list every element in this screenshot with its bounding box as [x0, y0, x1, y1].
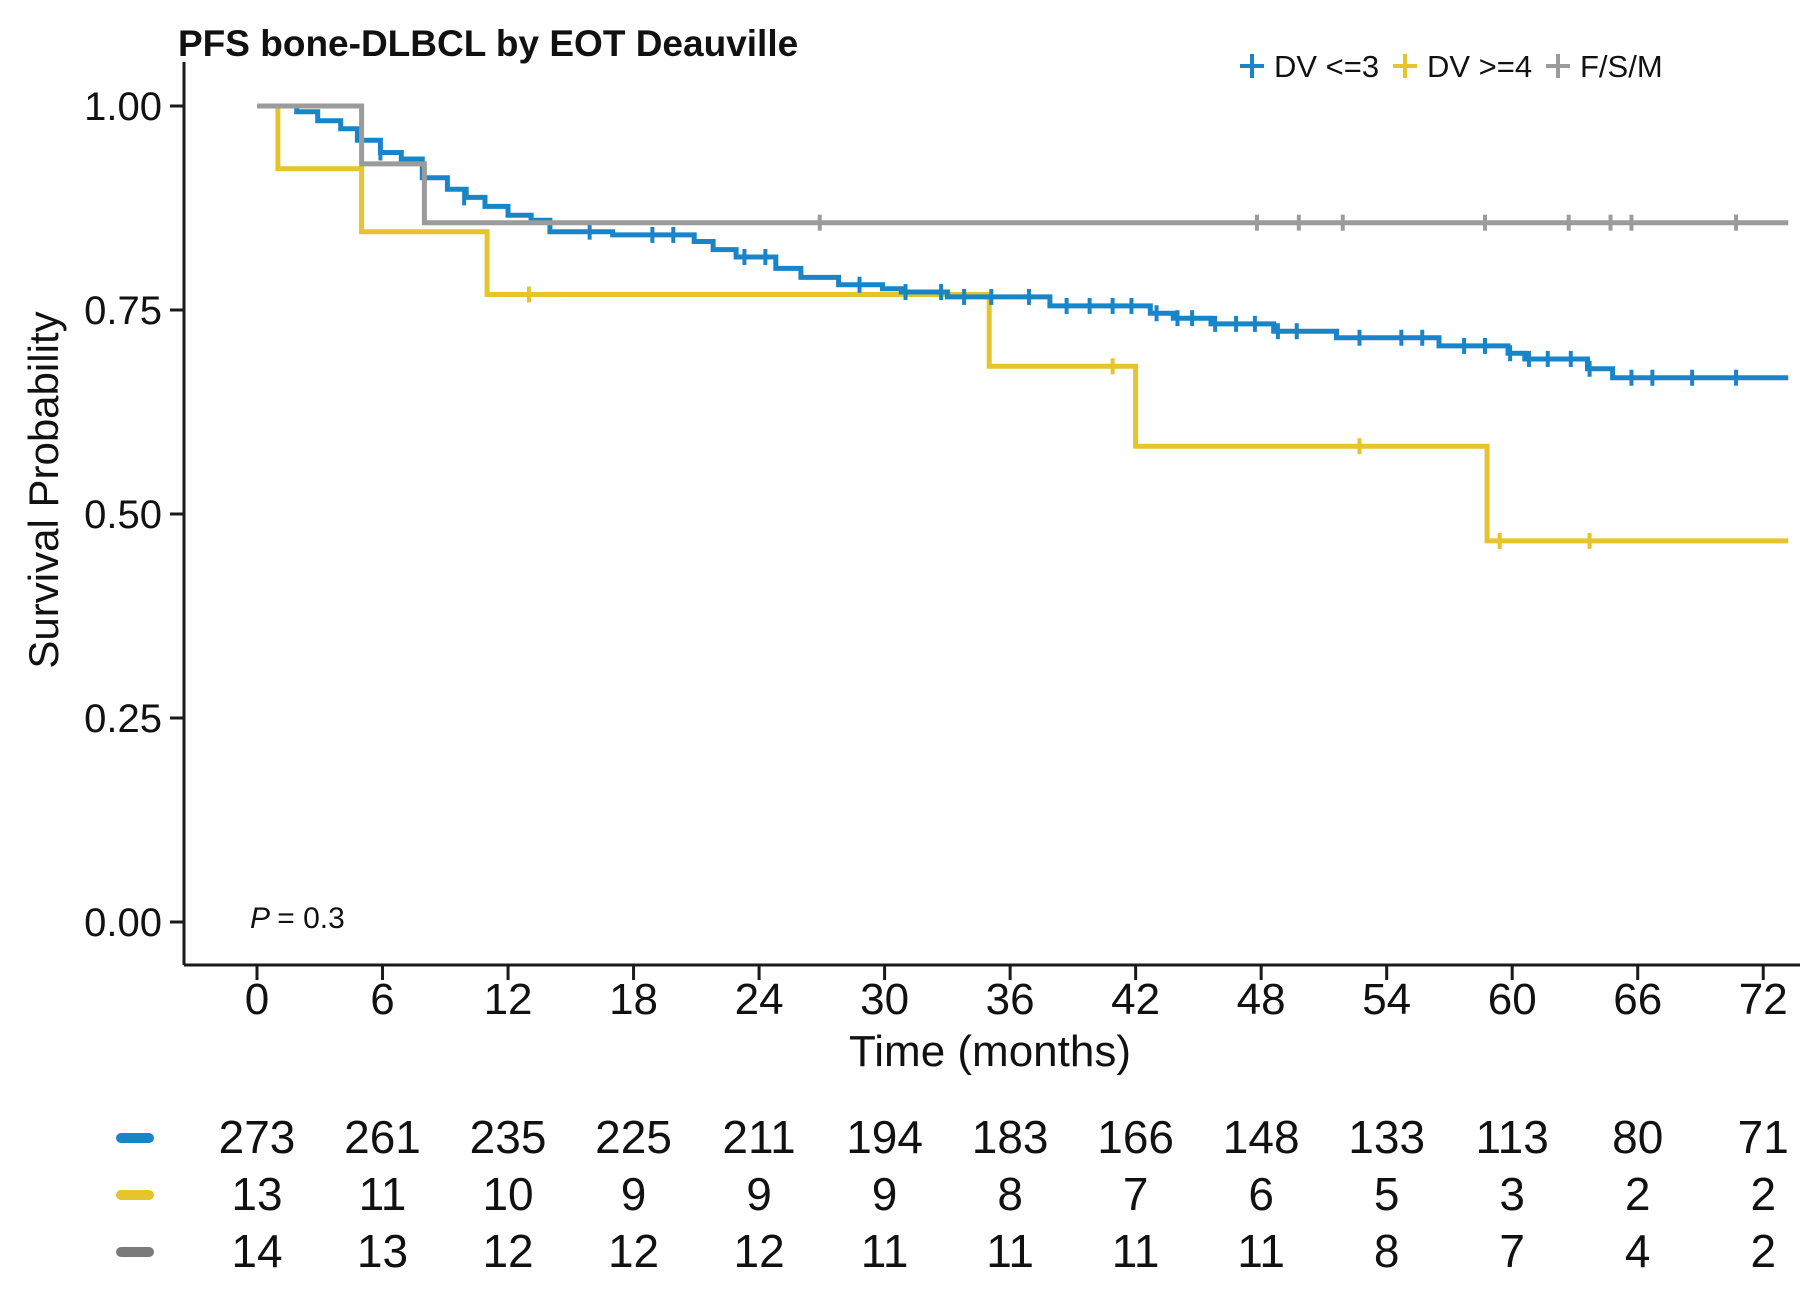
risk-count: 11 — [1237, 1225, 1285, 1277]
x-tick-label: 54 — [1362, 975, 1411, 1024]
risk-count: 6 — [1248, 1168, 1274, 1220]
legend-label: F/S/M — [1580, 49, 1663, 84]
series-dv-3 — [257, 103, 1789, 386]
x-tick-label: 0 — [245, 975, 269, 1024]
legend-label: DV <=3 — [1274, 49, 1379, 84]
x-tick-label: 48 — [1237, 975, 1286, 1024]
risk-count: 9 — [746, 1168, 772, 1220]
axes — [182, 62, 1800, 967]
risk-count: 10 — [482, 1168, 533, 1220]
risk-row-dv-4: 13 11 10 9 9 9 8 7 6 5 3 2 2 — [116, 1168, 1776, 1220]
y-tick-label: 0.50 — [84, 493, 162, 537]
risk-count: 261 — [344, 1111, 421, 1163]
risk-count: 166 — [1097, 1111, 1174, 1163]
risk-row-f-s-m: 14 13 12 12 12 11 11 11 11 8 7 4 2 — [116, 1225, 1776, 1277]
risk-count: 225 — [595, 1111, 672, 1163]
y-tick-label: 0.00 — [84, 901, 162, 945]
risk-count: 13 — [231, 1168, 282, 1220]
risk-count: 8 — [997, 1168, 1023, 1220]
survival-curve — [257, 103, 1789, 226]
x-tick-label: 60 — [1488, 975, 1537, 1024]
y-tick-label: 0.25 — [84, 697, 162, 741]
risk-count: 80 — [1612, 1111, 1663, 1163]
risk-count: 8 — [1374, 1225, 1400, 1277]
risk-count: 11 — [986, 1225, 1034, 1277]
x-tick-label: 42 — [1111, 975, 1160, 1024]
chart-title: PFS bone-DLBCL by EOT Deauville — [178, 23, 798, 64]
x-axis-label: Time (months) — [849, 1027, 1131, 1076]
y-axis-label: Survival Probability — [20, 311, 67, 668]
x-tick-label: 18 — [609, 975, 658, 1024]
x-tick-label: 72 — [1739, 975, 1788, 1024]
x-tick-label: 36 — [986, 975, 1035, 1024]
risk-count: 9 — [621, 1168, 647, 1220]
risk-count: 12 — [733, 1225, 784, 1277]
legend: DV <=3 DV >=4 F/S/M — [1240, 49, 1663, 84]
risk-count: 148 — [1223, 1111, 1300, 1163]
x-axis-ticks: 0 6 12 18 24 30 36 42 48 54 60 66 72 — [245, 966, 1788, 1024]
survival-curve — [257, 103, 1789, 544]
legend-plus-icon — [1240, 54, 1264, 78]
risk-count: 14 — [231, 1225, 282, 1277]
survival-curves — [257, 103, 1789, 549]
risk-count: 11 — [359, 1168, 407, 1220]
risk-count: 194 — [846, 1111, 923, 1163]
risk-count: 211 — [722, 1111, 795, 1163]
risk-count: 5 — [1374, 1168, 1400, 1220]
risk-count: 4 — [1625, 1225, 1651, 1277]
risk-count: 3 — [1499, 1168, 1525, 1220]
risk-row-marker — [116, 1133, 154, 1143]
risk-row-marker — [116, 1247, 154, 1257]
risk-count: 235 — [470, 1111, 547, 1163]
risk-count: 12 — [482, 1225, 533, 1277]
series-f-s-m — [257, 103, 1789, 231]
x-tick-label: 12 — [484, 975, 533, 1024]
risk-count: 13 — [357, 1225, 408, 1277]
risk-count: 113 — [1476, 1111, 1549, 1163]
legend-plus-icon — [1546, 54, 1570, 78]
y-tick-label: 1.00 — [84, 85, 162, 129]
risk-count: 7 — [1123, 1168, 1149, 1220]
legend-plus-icon — [1393, 54, 1417, 78]
legend-label: DV >=4 — [1427, 49, 1532, 84]
risk-row-dv-3: 273 261 235 225 211 194 183 166 148 133 113 80 71 — [116, 1111, 1789, 1163]
risk-count: 12 — [608, 1225, 659, 1277]
risk-count: 7 — [1499, 1225, 1525, 1277]
x-tick-label: 66 — [1613, 975, 1662, 1024]
risk-count: 9 — [872, 1168, 898, 1220]
risk-count: 2 — [1750, 1225, 1776, 1277]
x-tick-label: 24 — [735, 975, 784, 1024]
risk-count: 11 — [1112, 1225, 1160, 1277]
y-axis-ticks: 1.00 0.75 0.50 0.25 0.00 — [84, 85, 183, 945]
series-dv-4 — [257, 103, 1789, 549]
x-tick-label: 30 — [860, 975, 909, 1024]
risk-count: 133 — [1348, 1111, 1425, 1163]
risk-row-marker — [116, 1190, 154, 1200]
risk-count: 2 — [1625, 1168, 1651, 1220]
risk-count: 71 — [1738, 1111, 1789, 1163]
x-tick-label: 6 — [370, 975, 394, 1024]
y-tick-label: 0.75 — [84, 289, 162, 333]
p-value-label: P = 0.3 — [250, 902, 345, 935]
risk-count: 183 — [972, 1111, 1049, 1163]
survival-curve — [257, 103, 1789, 381]
risk-count: 11 — [861, 1225, 909, 1277]
risk-count: 2 — [1750, 1168, 1776, 1220]
risk-count: 273 — [219, 1111, 296, 1163]
